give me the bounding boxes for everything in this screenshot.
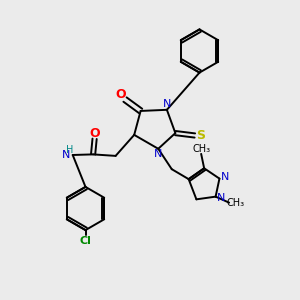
Text: N: N bbox=[221, 172, 229, 182]
Text: Cl: Cl bbox=[80, 236, 92, 247]
Text: N: N bbox=[62, 150, 70, 160]
Text: N: N bbox=[154, 149, 162, 159]
Text: O: O bbox=[116, 88, 126, 101]
Text: S: S bbox=[196, 129, 206, 142]
Text: N: N bbox=[163, 99, 172, 110]
Text: CH₃: CH₃ bbox=[192, 144, 210, 154]
Text: H: H bbox=[66, 145, 74, 155]
Text: CH₃: CH₃ bbox=[227, 198, 245, 208]
Text: N: N bbox=[217, 193, 225, 203]
Text: O: O bbox=[89, 127, 100, 140]
